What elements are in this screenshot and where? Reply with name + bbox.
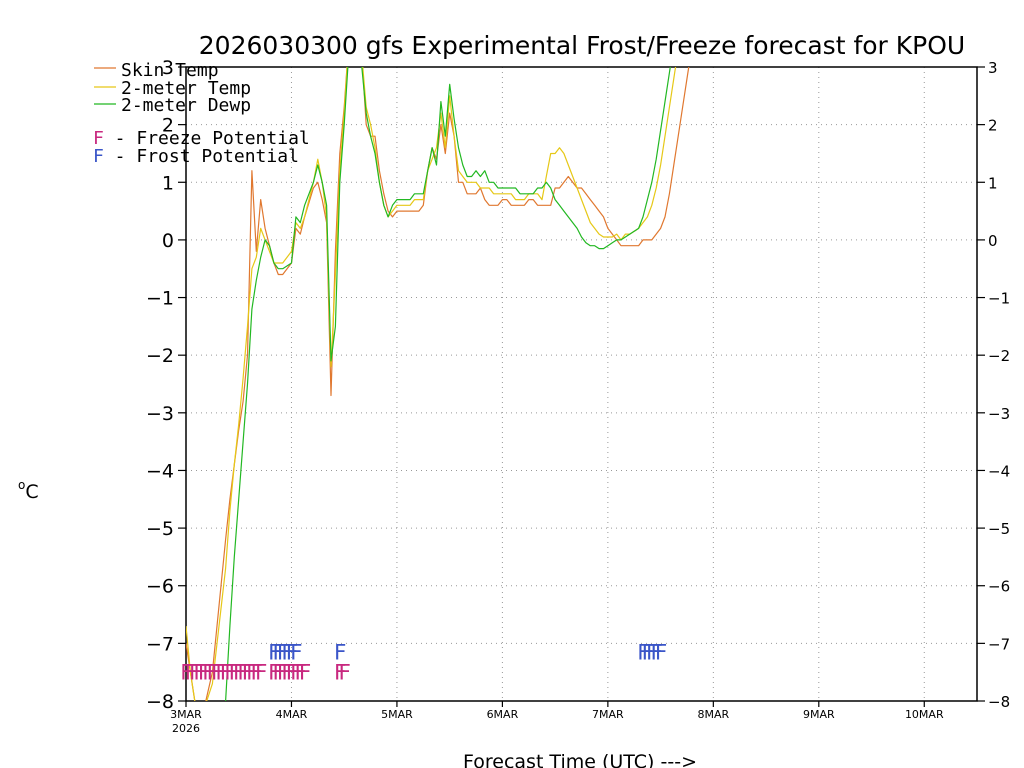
x-tick-label: 7MAR	[592, 708, 624, 721]
y-tick-label-right: −8	[988, 693, 1010, 711]
x-tick-label: 10MAR	[905, 708, 944, 721]
freeze-potential-flag: F	[290, 661, 303, 685]
freeze-flag-label: - Freeze Potential	[104, 128, 310, 149]
series-line-2-meter-temp	[186, 67, 677, 701]
freeze-potential-flag: F	[202, 661, 215, 685]
freeze-potential-flag: F	[224, 661, 237, 685]
series-layer	[186, 67, 690, 701]
x-tick-label: 4MAR	[276, 708, 308, 721]
y-axis-label: oC	[18, 478, 39, 503]
legend-2m-temp-label: 2-meter Temp	[121, 78, 251, 99]
freeze-potential-flag: F	[334, 661, 347, 685]
y-tick-label-right: 2	[988, 117, 998, 135]
series-line-skin-temp	[186, 67, 690, 701]
y-tick-label-left: −8	[146, 691, 174, 713]
freeze-potential-flag: F	[272, 661, 285, 685]
x-tick-label: 3MAR	[170, 708, 202, 721]
chart-title: 2026030300 gfs Experimental Frost/Freeze…	[199, 31, 965, 60]
frost-potential-flag: F	[641, 640, 654, 664]
freeze-potential-flag: F	[215, 661, 228, 685]
freeze-potential-flag: F	[211, 661, 224, 685]
freeze-flag-letter: F	[93, 128, 104, 149]
freeze-potential-flag: F	[198, 661, 211, 685]
y-tick-label-left: −2	[146, 345, 174, 367]
y-tick-label-left: −5	[146, 518, 174, 540]
x-tick-label: 6MAR	[487, 708, 519, 721]
y-tick-label-right: −6	[988, 578, 1010, 596]
degree-symbol: o	[18, 478, 25, 492]
freeze-potential-flag: F	[255, 661, 268, 685]
x-axis-label: Forecast Time (UTC) --->	[463, 751, 697, 768]
freeze-potential-flag: F	[338, 661, 351, 685]
y-tick-label-left: −1	[146, 288, 174, 310]
x-tick-label: 5MAR	[381, 708, 413, 721]
freeze-potential-flag: F	[281, 661, 294, 685]
frost-potential-flag: F	[646, 640, 659, 664]
freeze-potential-flag: F	[189, 661, 202, 685]
y-tick-label-right: 1	[988, 174, 998, 192]
y-axis-right: −8 −7 −6 −5 −4 −3 −2 −1 0 1 2 3	[977, 59, 1010, 711]
y-tick-label-right: −5	[988, 520, 1010, 538]
legend-freeze-potential: F - Freeze Potential	[93, 128, 310, 149]
frost-potential-flag: F	[272, 640, 285, 664]
frost-potential-flag: F	[650, 640, 663, 664]
freeze-potential-flag: F	[268, 661, 281, 685]
legend: Skin Temp 2-meter Temp 2-meter Dewp F - …	[93, 60, 310, 167]
freeze-potential-flag: F	[180, 661, 193, 685]
frost-flag-label: - Frost Potential	[104, 146, 299, 167]
y-tick-label-right: 3	[988, 59, 998, 77]
y-tick-label-left: −6	[146, 576, 174, 598]
freeze-potential-flag: F	[184, 661, 197, 685]
freeze-potential-flag: F	[242, 661, 255, 685]
grid-lines	[186, 67, 977, 701]
y-tick-label-left: 1	[162, 172, 174, 194]
freeze-potential-flag: F	[246, 661, 259, 685]
legend-2m-dewp-label: 2-meter Dewp	[121, 95, 251, 116]
freeze-potential-flag: F	[277, 661, 290, 685]
y-tick-label-left: 2	[162, 115, 174, 137]
freeze-potential-flag: F	[250, 661, 263, 685]
frost-flag-letter: F	[93, 146, 104, 167]
freeze-potential-flag: F	[233, 661, 246, 685]
y-tick-label-left: −4	[146, 460, 174, 482]
y-tick-label-right: −1	[988, 290, 1010, 308]
freeze-potential-flag: F	[237, 661, 250, 685]
y-tick-label-right: −4	[988, 462, 1010, 480]
freeze-potential-flag: F	[285, 661, 298, 685]
freeze-potential-flag: F	[294, 661, 307, 685]
frost-potential-flag: F	[277, 640, 290, 664]
freeze-potential-flag: F	[220, 661, 233, 685]
y-tick-label-right: −3	[988, 405, 1010, 423]
y-tick-label-left: 3	[162, 57, 174, 79]
freeze-potential-flag: F	[193, 661, 206, 685]
freeze-potential-flag: F	[206, 661, 219, 685]
plot-frame	[185, 66, 978, 702]
freeze-potential-flag: F	[299, 661, 312, 685]
frost-potential-flag: F	[281, 640, 294, 664]
y-tick-label-left: −7	[146, 633, 174, 655]
y-tick-label-right: −7	[988, 635, 1010, 653]
y-tick-label-left: 0	[162, 230, 174, 252]
y-tick-label-right: 0	[988, 232, 998, 250]
series-line-2-meter-dewp	[224, 67, 671, 701]
x-tick-label: 9MAR	[803, 708, 835, 721]
frost-potential-flag: F	[655, 640, 668, 664]
y-axis-left: −8 −7 −6 −5 −4 −3 −2 −1 0 1 2 3	[146, 57, 186, 713]
x-tick-label: 8MAR	[697, 708, 729, 721]
y-axis-unit: C	[25, 481, 38, 503]
frost-potential-flag: F	[334, 640, 347, 664]
frost-potential-flag: F	[268, 640, 281, 664]
y-tick-label-left: −3	[146, 403, 174, 425]
frost-potential-flag: F	[637, 640, 650, 664]
freeze-potential-flag: F	[228, 661, 241, 685]
frost-potential-flag: F	[290, 640, 303, 664]
legend-skin-temp-label: Skin Temp	[121, 60, 219, 81]
legend-frost-potential: F - Frost Potential	[93, 146, 299, 167]
frost-potential-flag: F	[285, 640, 298, 664]
y-tick-label-right: −2	[988, 347, 1010, 365]
x-tick-sublabel: 2026	[172, 722, 200, 735]
